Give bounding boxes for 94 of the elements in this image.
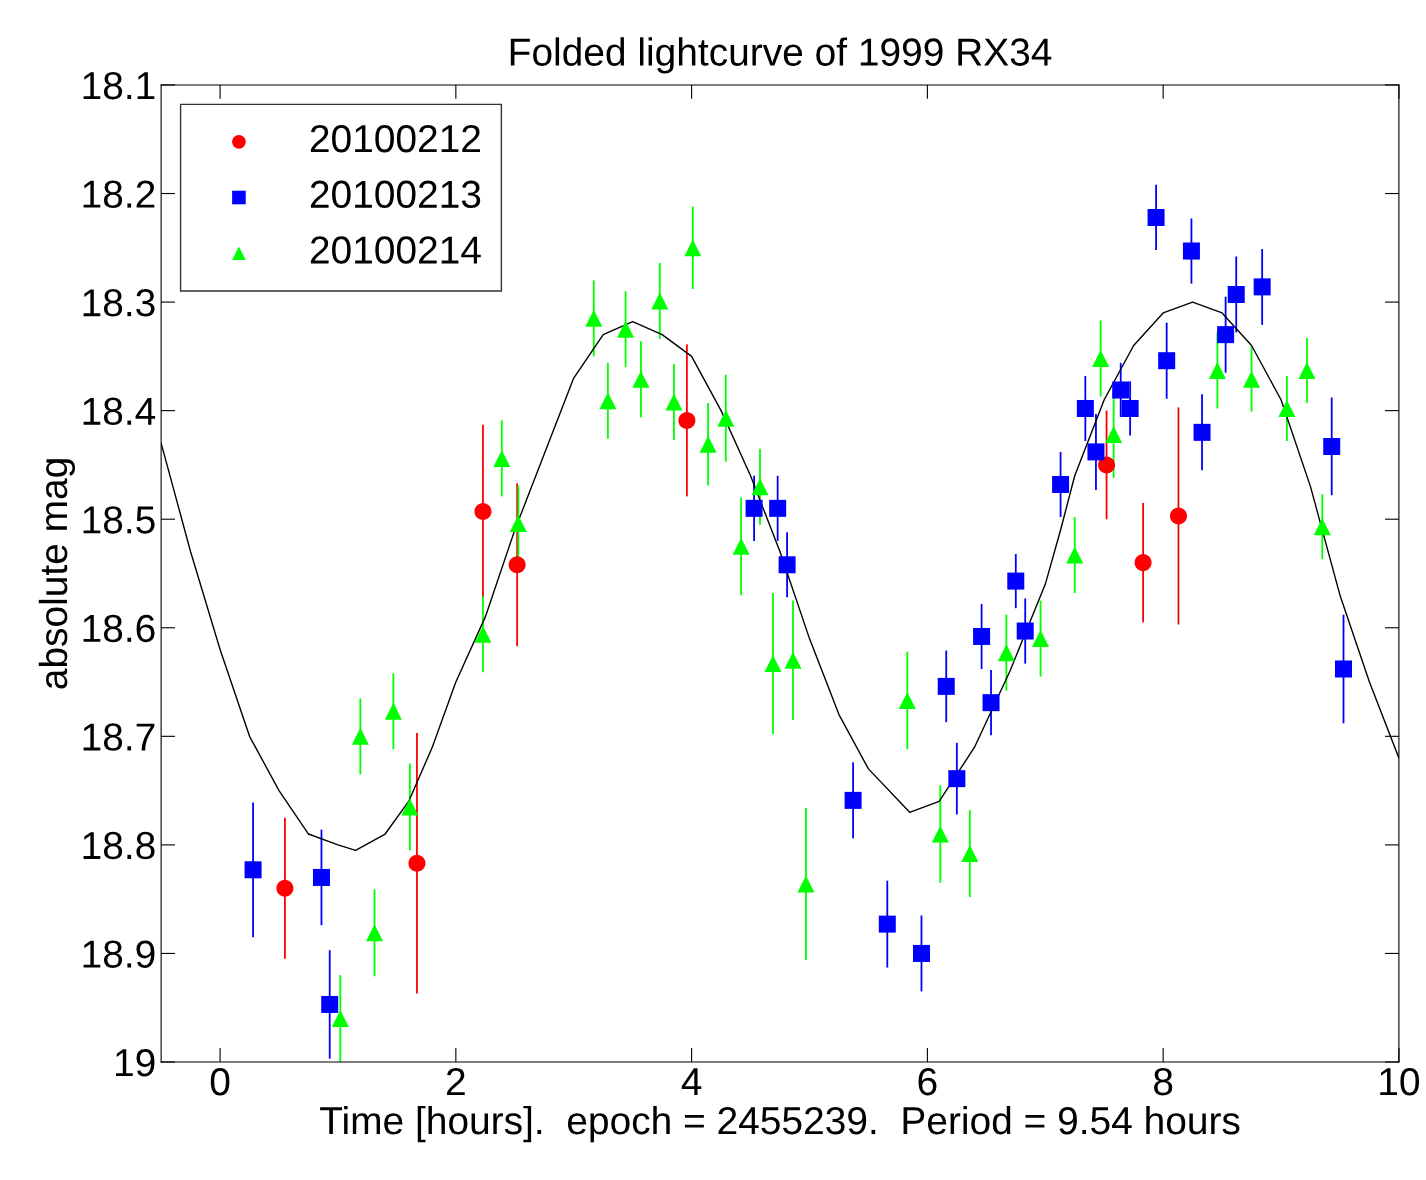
point (1121, 399, 1139, 417)
point (1313, 518, 1331, 536)
x-tick-label: 8 (1154, 1067, 1173, 1096)
point (1298, 361, 1316, 379)
point (665, 393, 683, 411)
point (1098, 456, 1116, 474)
point (651, 292, 669, 310)
point (474, 625, 492, 643)
point (384, 702, 402, 720)
point (585, 309, 603, 327)
y-tick-label: 18.1 (83, 71, 155, 100)
point (769, 499, 787, 517)
point (1217, 326, 1235, 344)
point (717, 409, 735, 427)
chart-title: Folded lightcurve of 1999 RX34 (510, 37, 1052, 74)
point (1335, 660, 1353, 678)
point (312, 868, 330, 886)
point (1134, 554, 1152, 572)
point (1052, 475, 1070, 493)
point (1147, 208, 1165, 226)
y-tick-label: 18.9 (83, 940, 155, 968)
y-axis-title: absolute mag (38, 459, 76, 689)
point (844, 791, 862, 809)
point (898, 691, 916, 709)
point (599, 392, 617, 410)
legend-label: 20100214 (310, 236, 481, 264)
y-tick-label: 18.8 (83, 831, 155, 860)
point (778, 556, 796, 574)
point (784, 651, 802, 669)
point (474, 503, 492, 521)
point (699, 435, 717, 453)
point (1007, 572, 1025, 590)
point (508, 556, 526, 574)
point (331, 1010, 349, 1028)
x-tick-label: 6 (918, 1067, 937, 1096)
point (1278, 399, 1296, 417)
point (366, 924, 384, 942)
legend-label: 20100212 (310, 124, 480, 153)
point (878, 915, 896, 933)
point (244, 861, 262, 879)
point (617, 320, 635, 338)
point (997, 644, 1015, 662)
point (1243, 370, 1261, 388)
point (1158, 352, 1176, 370)
x-axis-title: Time [hours]. epoch = 2455239. Period = 9.54 hours (320, 1105, 1240, 1143)
point (321, 995, 339, 1013)
point (961, 845, 979, 863)
y-tick-label: 18.2 (83, 180, 155, 208)
point (764, 655, 782, 673)
point (1323, 437, 1341, 455)
point (276, 879, 294, 897)
y-tick-label: 18.4 (83, 397, 156, 426)
y-tick-label: 18.7 (83, 723, 155, 751)
point (1182, 242, 1200, 260)
x-tick-label: 10 (1380, 1067, 1420, 1096)
point (797, 875, 815, 893)
point (973, 627, 991, 645)
point (509, 515, 527, 533)
point (937, 677, 955, 695)
point (1169, 507, 1187, 525)
point (493, 449, 511, 467)
x-tick-label: 4 (681, 1068, 702, 1096)
point (948, 770, 966, 788)
point (401, 798, 419, 816)
point (1227, 285, 1245, 303)
y-tick-label: 18.3 (83, 289, 155, 317)
point (1032, 630, 1050, 648)
point (632, 370, 650, 388)
point (745, 499, 763, 517)
point (351, 727, 369, 745)
point (912, 944, 930, 962)
point (751, 478, 769, 496)
point (1105, 426, 1123, 444)
point (1087, 443, 1105, 461)
point (1092, 350, 1110, 368)
point (678, 411, 696, 429)
point (1066, 546, 1084, 564)
point (931, 825, 949, 843)
point (1076, 399, 1094, 417)
point (684, 239, 702, 257)
y-tick-label: 18.5 (83, 506, 155, 534)
point (1112, 381, 1130, 399)
y-tick-label: 18.6 (83, 614, 155, 643)
y-tick-label: 19 (115, 1048, 155, 1077)
x-tick-label: 2 (446, 1067, 465, 1096)
point (1193, 423, 1211, 441)
legend-label: 20100213 (310, 180, 481, 209)
point (1208, 361, 1226, 379)
x-tick-label: 0 (210, 1067, 230, 1096)
point (408, 854, 426, 872)
point (732, 537, 750, 555)
point (1253, 278, 1271, 296)
point (1016, 622, 1034, 640)
point (982, 694, 1000, 712)
